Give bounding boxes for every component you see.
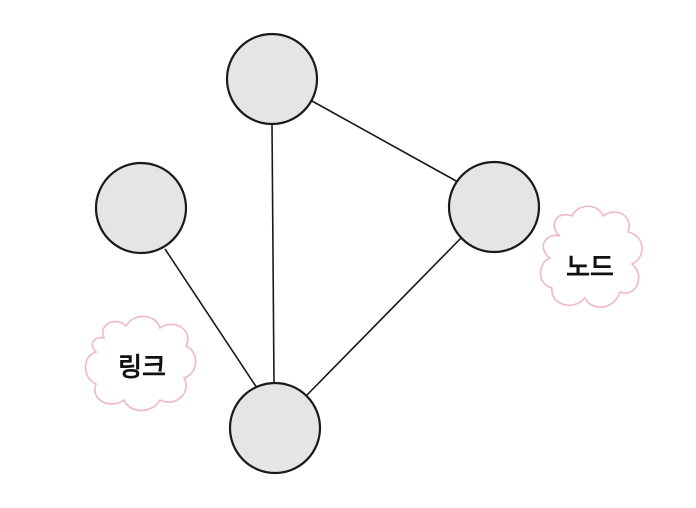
- node-callout-label: 노드: [566, 253, 614, 283]
- link-callout: 링크: [84, 315, 197, 412]
- node-callout: 노드: [539, 205, 643, 308]
- node-top: [225, 32, 319, 126]
- node-bottom: [228, 381, 322, 475]
- nodes: [94, 32, 541, 475]
- node-left: [94, 161, 188, 255]
- edge-top-bottom: [271, 123, 275, 385]
- edges: [164, 100, 464, 397]
- node-callout-cloud: [539, 205, 643, 308]
- edge-top-right: [311, 100, 459, 183]
- node-right: [447, 160, 541, 254]
- edge-right-bottom: [305, 235, 464, 397]
- link-callout-cloud: [84, 315, 197, 412]
- link-callout-label: 링크: [118, 353, 166, 383]
- edge-left-bottom: [164, 248, 258, 389]
